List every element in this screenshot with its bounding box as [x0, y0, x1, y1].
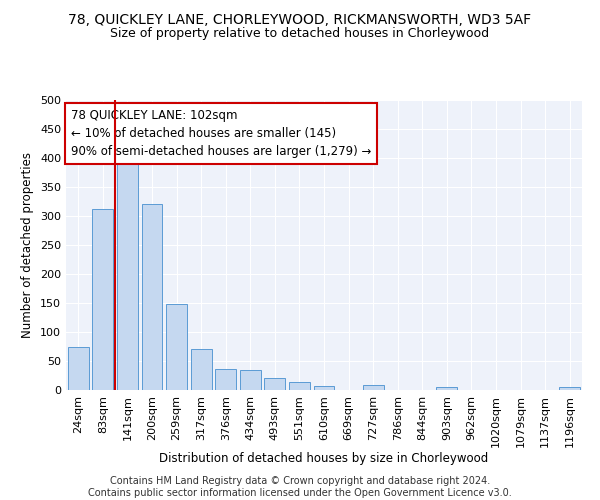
Bar	[265, 378, 286, 390]
Bar	[191, 350, 212, 390]
Y-axis label: Number of detached properties: Number of detached properties	[22, 152, 34, 338]
X-axis label: Distribution of detached houses by size in Chorleywood: Distribution of detached houses by size …	[160, 452, 488, 466]
Text: 78 QUICKLEY LANE: 102sqm
← 10% of detached houses are smaller (145)
90% of semi-: 78 QUICKLEY LANE: 102sqm ← 10% of detach…	[71, 108, 371, 158]
Bar	[92, 209, 113, 390]
Bar	[436, 387, 457, 390]
Bar	[240, 370, 261, 390]
Bar	[166, 304, 187, 390]
Text: Size of property relative to detached houses in Chorleywood: Size of property relative to detached ho…	[110, 28, 490, 40]
Text: Contains HM Land Registry data © Crown copyright and database right 2024.
Contai: Contains HM Land Registry data © Crown c…	[88, 476, 512, 498]
Bar	[215, 369, 236, 390]
Bar	[142, 204, 163, 390]
Bar	[289, 382, 310, 390]
Text: 78, QUICKLEY LANE, CHORLEYWOOD, RICKMANSWORTH, WD3 5AF: 78, QUICKLEY LANE, CHORLEYWOOD, RICKMANS…	[68, 12, 532, 26]
Bar	[362, 386, 383, 390]
Bar	[68, 346, 89, 390]
Bar	[559, 387, 580, 390]
Bar	[117, 154, 138, 390]
Bar	[314, 386, 334, 390]
